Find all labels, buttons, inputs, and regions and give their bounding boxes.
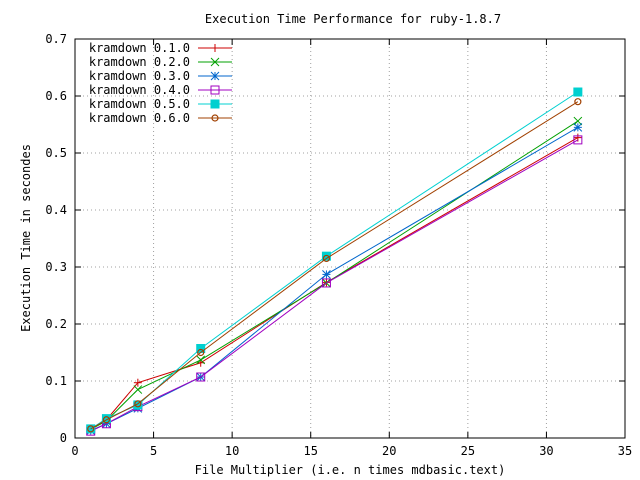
data-point [196, 355, 206, 365]
plot-frame [74, 38, 626, 439]
legend-item: kramdown 0.5.0 [89, 97, 232, 111]
data-point [210, 99, 220, 109]
data-point [211, 44, 219, 52]
data-point [210, 71, 220, 81]
series-path [90, 139, 579, 432]
data-point [574, 98, 582, 106]
data-point [133, 378, 142, 387]
x-tick-label: 20 [382, 444, 396, 458]
legend-item: kramdown 0.2.0 [89, 55, 232, 69]
y-axis-label: Execution Time in secondes [19, 144, 33, 332]
series-line-1 [86, 116, 583, 434]
data-point [573, 122, 583, 132]
x-tick-label: 15 [303, 444, 317, 458]
legend-label: kramdown 0.2.0 [89, 55, 190, 69]
series-line-3 [86, 135, 583, 436]
x-tick-label: 35 [618, 444, 632, 458]
x-axis-label: File Multiplier (i.e. n times mdbasic.te… [195, 463, 506, 477]
data-point [196, 372, 206, 382]
legend-label: kramdown 0.6.0 [89, 111, 190, 125]
data-point [322, 254, 331, 263]
y-tick-label: 0.6 [45, 89, 67, 103]
data-point [134, 400, 142, 408]
data-point [211, 114, 219, 122]
data-point [197, 348, 205, 357]
data-point [210, 85, 220, 95]
x-tick-label: 10 [225, 444, 239, 458]
x-tick-label: 30 [539, 444, 553, 458]
y-tick-label: 0.1 [45, 374, 67, 388]
x-tick-label: 5 [150, 444, 157, 458]
data-point [322, 270, 331, 279]
data-point [210, 57, 220, 67]
data-point [573, 135, 583, 145]
data-point [573, 87, 583, 97]
series-line-0 [86, 133, 582, 434]
legend-label: kramdown 0.3.0 [89, 69, 190, 83]
legend-label: kramdown 0.4.0 [89, 83, 190, 97]
x-tick-label: 0 [71, 444, 78, 458]
chart-title: Execution Time Performance for ruby-1.8.… [205, 12, 501, 26]
x-tick-label: 25 [461, 444, 475, 458]
y-tick-label: 0.3 [45, 260, 67, 274]
y-tick-label: 0.5 [45, 146, 67, 160]
legend-item: kramdown 0.1.0 [89, 41, 232, 55]
series-path [90, 91, 579, 430]
legend-label: kramdown 0.1.0 [89, 41, 190, 55]
grid [75, 39, 625, 438]
series-line-5 [87, 98, 582, 433]
data-point [102, 416, 111, 424]
series-group [86, 87, 583, 436]
y-tick-label: 0.2 [45, 317, 67, 331]
y-tick-label: 0.7 [45, 32, 67, 46]
data-point [87, 425, 95, 433]
axis-ticks: 0 5 10 15 20 25 30 35 0 0.1 0.2 0.3 0.4 0.5 0.6 0.7 [45, 32, 632, 458]
legend-label: kramdown 0.5.0 [89, 97, 190, 111]
legend-item: kramdown 0.3.0 [89, 69, 232, 83]
y-tick-label: 0 [60, 431, 67, 445]
series-path [90, 101, 579, 430]
legend-item: kramdown 0.4.0 [89, 83, 232, 97]
y-tick-label: 0.4 [45, 203, 67, 217]
data-point [133, 385, 143, 394]
legend-item: kramdown 0.6.0 [89, 111, 232, 125]
data-point [321, 278, 331, 288]
data-point [573, 116, 583, 126]
